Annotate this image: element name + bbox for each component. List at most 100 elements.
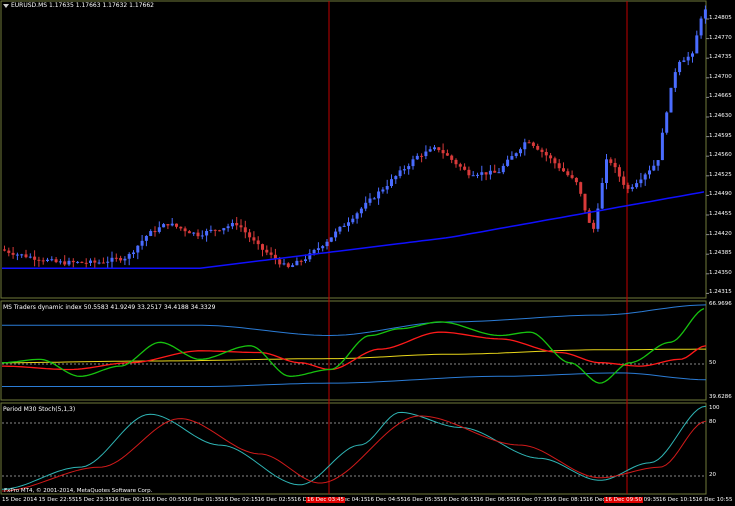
candle-body — [136, 245, 140, 253]
candle-body — [329, 237, 333, 242]
time-tick-label: 16 Dec 02:15 — [221, 497, 258, 503]
candle-body — [37, 259, 41, 261]
candle-body — [398, 170, 402, 177]
candle-body — [114, 257, 118, 259]
candle-body — [347, 222, 350, 226]
candle-body — [153, 231, 157, 233]
tdi-tick-label: 39.6286 — [709, 394, 732, 400]
candle-body — [15, 254, 19, 256]
candle-body — [428, 149, 432, 152]
candle-body — [261, 244, 264, 250]
candle-body — [562, 168, 565, 172]
candle-body — [613, 162, 617, 168]
candle-body — [445, 153, 449, 156]
price-tick-label: 1.24770 — [709, 34, 732, 41]
time-highlight-label: 16 Dec 09:50 — [604, 497, 643, 503]
candle-body — [321, 246, 325, 249]
candle-body — [433, 147, 436, 150]
price-tick-label: 1.24385 — [709, 250, 732, 257]
price-tick-label: 1.24350 — [709, 269, 732, 276]
candle-body — [179, 226, 183, 229]
candle-body — [110, 257, 114, 262]
time-tick-label: 16 Dec 07:35 — [513, 497, 550, 503]
candle-body — [58, 261, 62, 263]
candle-body — [312, 249, 316, 254]
candle-body — [407, 166, 411, 170]
candle-body — [24, 254, 28, 258]
candle-body — [648, 170, 651, 175]
candle-body — [536, 145, 540, 150]
candle-body — [669, 87, 673, 113]
candle-body — [605, 159, 608, 184]
moving-average-line — [2, 191, 705, 269]
candle-body — [196, 232, 200, 237]
price-tick-label: 1.24490 — [709, 191, 732, 198]
candle-body — [106, 261, 110, 263]
candle-body — [50, 259, 54, 261]
candle-body — [316, 248, 320, 250]
stoch-header: Period M30 Stoch(5,1,3) — [3, 406, 76, 413]
candle-body — [89, 260, 92, 263]
candle-body — [226, 226, 230, 229]
price-tick-label: 1.24525 — [709, 171, 732, 178]
time-tick-label: 16 Dec 04:55 — [367, 497, 404, 503]
candle-body — [454, 159, 458, 165]
tdi-panel-border — [0, 300, 707, 401]
time-tick-label: 16 Dec 00:15 — [111, 497, 149, 503]
candle-body — [359, 208, 363, 214]
candle-body — [592, 222, 596, 229]
main-panel-border — [0, 0, 707, 299]
tdi-header: MS Traders dynamic index 50.5583 41.9249… — [3, 304, 216, 311]
candle-body — [519, 149, 522, 154]
candle-body — [123, 258, 127, 261]
candle-body — [678, 61, 682, 73]
candle-body — [368, 198, 372, 203]
candle-body — [20, 254, 24, 256]
candle-body — [101, 262, 105, 264]
candle-body — [76, 261, 80, 263]
candle-body — [295, 260, 299, 266]
chart-menu-icon[interactable] — [3, 3, 9, 8]
candle-body — [501, 165, 505, 173]
time-tick-label: 15 Dec 22:55 — [38, 497, 76, 503]
candle-body — [570, 175, 574, 178]
candle-body — [467, 169, 471, 176]
stoch-tick-label: 20 — [709, 472, 716, 478]
price-tick-label: 1.24700 — [709, 73, 732, 80]
candle-body — [441, 150, 445, 154]
candle-body — [144, 235, 148, 241]
candle-body — [67, 260, 71, 265]
candle-body — [476, 174, 479, 176]
candle-body — [119, 257, 123, 261]
tdi-tick-label: 50 — [709, 360, 716, 366]
candle-body — [132, 252, 135, 255]
candle-body — [566, 171, 570, 176]
candle-body — [643, 174, 647, 180]
candle-body — [304, 259, 307, 262]
candle-body — [626, 184, 630, 189]
candle-body — [699, 18, 703, 36]
candle-body — [553, 158, 557, 164]
candle-body — [514, 153, 518, 157]
candle-body — [574, 177, 578, 183]
candle-body — [325, 241, 329, 247]
candle-body — [527, 142, 531, 144]
candle-body — [600, 183, 604, 209]
price-tick-label: 1.24595 — [709, 132, 732, 139]
symbol-label: EURUSD.MS — [11, 2, 48, 9]
candle-body — [252, 237, 256, 241]
candle-body — [230, 223, 234, 227]
candle-body — [691, 53, 694, 57]
stoch-main-line — [1, 405, 707, 490]
candle-body — [218, 230, 221, 232]
tdi-lower-band — [2, 372, 707, 387]
time-tick-label: 16 Dec 04:15 — [330, 497, 368, 503]
candle-body — [84, 262, 88, 264]
time-tick-label: 16 Dec 05:35 — [403, 497, 441, 503]
time-tick-label: 16 Dec 01:35 — [184, 497, 222, 503]
candle-body — [463, 166, 467, 170]
candle-body — [596, 208, 600, 229]
candle-body — [200, 235, 204, 237]
candle-body — [222, 228, 226, 231]
